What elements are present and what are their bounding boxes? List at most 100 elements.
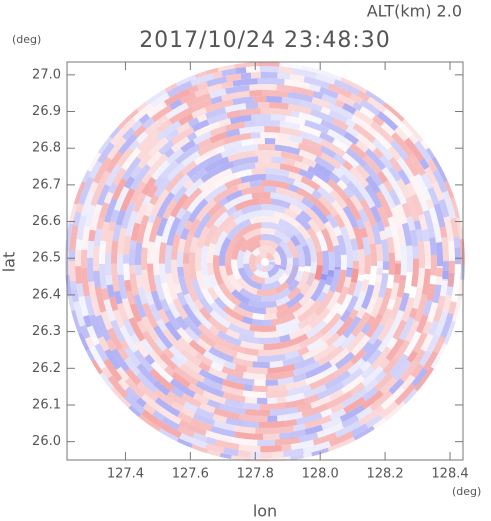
- plot-frame: [66, 61, 464, 461]
- echo-cell: [356, 406, 373, 421]
- echo-cell: [244, 120, 256, 128]
- echo-cell: [378, 401, 399, 420]
- echo-cell: [75, 203, 84, 214]
- echo-cell: [312, 90, 324, 100]
- echo-cell: [334, 351, 355, 370]
- echo-cell: [241, 138, 254, 147]
- echo-cell: [325, 291, 341, 312]
- echo-cell: [276, 54, 290, 61]
- echo-cell: [221, 366, 244, 378]
- echo-cell: [389, 139, 409, 161]
- echo-cell: [287, 411, 303, 421]
- echo-cell: [262, 319, 273, 326]
- echo-cell: [320, 152, 342, 170]
- echo-cell: [132, 192, 147, 213]
- echo-cell: [238, 126, 265, 135]
- echo-cell: [391, 309, 405, 329]
- echo-cell: [365, 88, 387, 106]
- echo-cell: [183, 315, 203, 337]
- echo-cell: [123, 263, 131, 281]
- echo-cell: [224, 121, 245, 132]
- echo-cell: [382, 100, 407, 122]
- echo-cell: [369, 243, 377, 266]
- echo-cell: [285, 257, 299, 286]
- echo-cell: [237, 267, 263, 290]
- echo-cell: [331, 167, 344, 179]
- echo-cell: [265, 390, 289, 398]
- echo-cell: [405, 112, 416, 123]
- echo-cell: [386, 337, 398, 350]
- echo-cell: [69, 280, 77, 291]
- echo-cell: [371, 224, 382, 245]
- echo-cell: [250, 457, 270, 462]
- echo-cell: [310, 204, 329, 225]
- echo-cell: [299, 130, 323, 145]
- echo-cell: [331, 138, 349, 153]
- echo-cell: [267, 264, 281, 278]
- echo-cell: [214, 62, 237, 66]
- echo-cell: [230, 162, 256, 174]
- echo-cell: [203, 224, 219, 247]
- echo-cell: [434, 310, 449, 336]
- echo-cell: [107, 327, 123, 351]
- echo-cell: [393, 239, 401, 261]
- echo-cell: [380, 121, 396, 137]
- echo-cell: [259, 402, 286, 410]
- echo-cell: [351, 311, 371, 338]
- echo-cell: [404, 319, 420, 343]
- echo-cell: [187, 198, 209, 223]
- echo-cell: [138, 113, 151, 125]
- echo-cell: [355, 163, 370, 180]
- echo-cell: [141, 409, 160, 425]
- echo-cell: [88, 229, 96, 242]
- echo-cell: [350, 260, 359, 283]
- echo-cell: [299, 210, 312, 223]
- echo-cell: [406, 245, 413, 273]
- echo-cell: [194, 87, 210, 98]
- echo-cell: [220, 213, 237, 230]
- echo-cell: [153, 177, 172, 198]
- echo-cell: [257, 77, 285, 86]
- echo-cell: [361, 341, 373, 353]
- altitude-label: ALT(km) 2.0: [367, 2, 462, 21]
- echo-cell: [336, 286, 350, 306]
- echo-cell: [129, 165, 143, 180]
- echo-cell: [355, 132, 377, 152]
- echo-cell: [267, 397, 278, 404]
- echo-cell: [78, 176, 94, 205]
- echo-cell: [221, 378, 245, 391]
- echo-cell: [121, 201, 136, 229]
- echo-cell: [189, 252, 198, 281]
- echo-cell: [376, 111, 399, 131]
- echo-cell: [89, 314, 104, 339]
- echo-cell: [283, 157, 296, 167]
- echo-cell: [377, 206, 390, 228]
- echo-cell: [246, 366, 268, 375]
- echo-cell: [159, 298, 171, 312]
- echo-cell: [267, 415, 278, 422]
- echo-cell: [107, 375, 129, 399]
- echo-cell: [380, 238, 389, 262]
- echo-cell: [296, 223, 311, 241]
- echo-cell: [321, 283, 331, 294]
- echo-cell: [280, 323, 301, 337]
- echo-cell: [377, 325, 398, 353]
- echo-cell: [225, 128, 241, 138]
- y-tick-label: 26.5: [32, 251, 61, 266]
- echo-cell: [362, 154, 382, 175]
- echo-cell: [129, 273, 140, 296]
- echo-cell: [302, 244, 311, 267]
- echo-cell: [181, 187, 203, 211]
- echo-cell: [124, 386, 140, 402]
- echo-cell: [223, 140, 243, 151]
- echo-cell: [303, 384, 328, 399]
- echo-cell: [156, 318, 168, 332]
- echo-cell: [234, 364, 248, 373]
- echo-cell: [198, 361, 211, 373]
- echo-cell: [113, 186, 130, 212]
- echo-cell: [264, 138, 276, 145]
- echo-cell: [339, 309, 352, 323]
- echo-cell: [366, 315, 376, 326]
- echo-cell: [153, 274, 166, 301]
